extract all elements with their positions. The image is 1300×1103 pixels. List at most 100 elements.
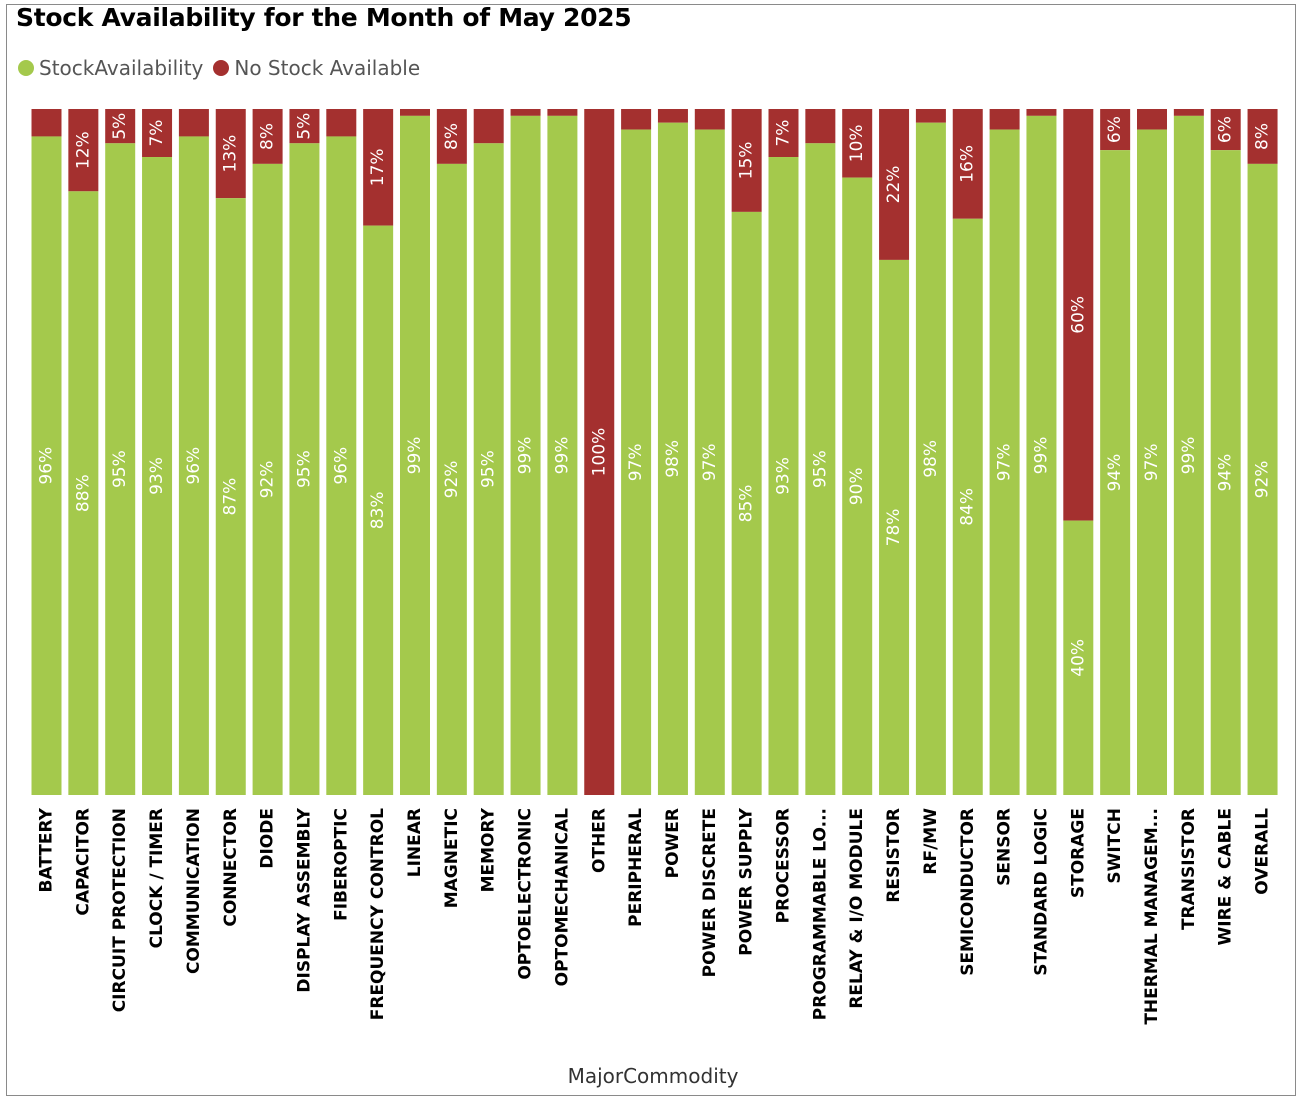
- bar-no-stock-programmable-lo[interactable]: [805, 109, 836, 144]
- bar-no-stock-power-discrete[interactable]: [694, 109, 725, 130]
- bar-stock-available-capacitor[interactable]: [68, 191, 99, 795]
- bar-stock-available-storage[interactable]: [1063, 520, 1094, 795]
- bar-stock-available-rf-mw[interactable]: [915, 122, 946, 796]
- bar-stock-available-thermal-managem[interactable]: [1137, 129, 1167, 795]
- bar-stock-available-linear[interactable]: [400, 115, 430, 796]
- bar-no-stock-processor[interactable]: [768, 109, 799, 158]
- x-axis-tick-labels: BATTERY CAPACITOR CIRCUIT PROTECTION CLOCK …: [37, 807, 1273, 1024]
- bar-stock-available-semiconductor[interactable]: [952, 218, 983, 795]
- bar-stock-available-power[interactable]: [657, 122, 688, 796]
- data-label-no-stock-wire-cable: 6%: [1216, 116, 1236, 143]
- bar-stock-available-resistor[interactable]: [879, 259, 910, 795]
- bar-no-stock-memory[interactable]: [473, 109, 504, 144]
- bar-no-stock-sensor[interactable]: [989, 109, 1020, 130]
- data-label-no-stock-clock-timer: 7%: [147, 120, 167, 147]
- bar-stock-available-memory[interactable]: [473, 143, 504, 796]
- x-tick-label-power: POWER: [663, 808, 683, 878]
- bar-stock-available-clock-timer[interactable]: [142, 157, 173, 795]
- x-tick-label-resistor: RESISTOR: [884, 808, 904, 903]
- bar-no-stock-overall[interactable]: [1247, 109, 1278, 164]
- x-tick-label-magnetic: MAGNETIC: [442, 808, 462, 908]
- bar-stock-available-standard-logic[interactable]: [1026, 115, 1057, 796]
- x-tick-label-thermal-managem: THERMAL MANAGEM...: [1142, 808, 1162, 1025]
- bar-no-stock-other[interactable]: [584, 109, 615, 795]
- bar-stock-available-relay-i-o-module[interactable]: [842, 177, 873, 796]
- data-label-stock-available-battery: 96%: [37, 447, 57, 485]
- x-tick-label-optoelectronic: OPTOELECTRONIC: [516, 808, 536, 980]
- bar-no-stock-optomechanical[interactable]: [547, 109, 578, 116]
- data-label-stock-available-diode: 92%: [258, 461, 278, 499]
- data-label-stock-available-communication: 96%: [184, 447, 204, 485]
- data-label-stock-available-power-supply: 85%: [737, 485, 757, 523]
- x-tick-label-wire-cable: WIRE & CABLE: [1216, 808, 1236, 945]
- bar-stock-available-power-discrete[interactable]: [694, 129, 725, 795]
- bar-no-stock-magnetic[interactable]: [436, 109, 467, 164]
- bar-stock-available-fiberoptic[interactable]: [326, 136, 357, 795]
- bar-stock-available-connector[interactable]: [215, 198, 246, 795]
- x-tick-label-storage: STORAGE: [1068, 808, 1088, 898]
- x-tick-label-other: OTHER: [589, 808, 609, 873]
- chart-legend: StockAvailability No Stock Available: [18, 56, 430, 80]
- bar-stock-available-display-assembly[interactable]: [289, 143, 320, 796]
- legend-item-no-stock[interactable]: No Stock Available: [213, 56, 420, 80]
- bar-no-stock-battery[interactable]: [31, 109, 62, 137]
- bar-stock-available-power-supply[interactable]: [731, 211, 762, 795]
- bar-no-stock-power[interactable]: [657, 109, 688, 123]
- bar-no-stock-connector[interactable]: [215, 109, 246, 199]
- data-label-stock-available-linear: 99%: [405, 437, 425, 475]
- legend-item-stock-availability[interactable]: StockAvailability: [18, 56, 203, 80]
- bar-no-stock-switch[interactable]: [1100, 109, 1131, 151]
- bar-stock-available-optoelectronic[interactable]: [510, 115, 541, 796]
- bar-no-stock-circuit-protection[interactable]: [105, 109, 136, 144]
- data-label-stock-available-circuit-protection: 95%: [110, 450, 130, 488]
- bar-no-stock-diode[interactable]: [252, 109, 283, 164]
- bar-stock-available-processor[interactable]: [768, 157, 799, 795]
- bar-no-stock-display-assembly[interactable]: [289, 109, 320, 144]
- x-tick-label-linear: LINEAR: [405, 808, 425, 877]
- bar-no-stock-peripheral[interactable]: [621, 109, 652, 130]
- x-axis-title: MajorCommodity: [568, 1064, 739, 1088]
- bar-no-stock-rf-mw[interactable]: [915, 109, 946, 123]
- bar-stock-available-switch[interactable]: [1100, 150, 1131, 795]
- x-tick-label-semiconductor: SEMICONDUCTOR: [958, 808, 978, 976]
- bar-no-stock-resistor[interactable]: [879, 109, 910, 260]
- bar-no-stock-communication[interactable]: [178, 109, 209, 137]
- bar-stock-available-circuit-protection[interactable]: [105, 143, 136, 796]
- x-tick-label-display-assembly: DISPLAY ASSEMBLY: [294, 807, 314, 992]
- bar-no-stock-storage[interactable]: [1063, 109, 1094, 521]
- bar-no-stock-clock-timer[interactable]: [142, 109, 173, 158]
- bar-no-stock-linear[interactable]: [400, 109, 430, 116]
- bar-no-stock-relay-i-o-module[interactable]: [842, 109, 873, 178]
- data-label-no-stock-relay-i-o-module: 10%: [847, 124, 867, 162]
- data-label-no-stock-diode: 8%: [258, 123, 278, 150]
- bar-stock-available-diode[interactable]: [252, 163, 283, 795]
- bar-no-stock-transistor[interactable]: [1173, 109, 1204, 116]
- data-label-no-stock-resistor: 22%: [884, 166, 904, 204]
- bar-stock-available-transistor[interactable]: [1173, 115, 1204, 796]
- bar-no-stock-wire-cable[interactable]: [1210, 109, 1241, 151]
- bar-stock-available-frequency-control[interactable]: [363, 225, 394, 795]
- bar-stock-available-sensor[interactable]: [989, 129, 1020, 795]
- bar-no-stock-thermal-managem[interactable]: [1137, 109, 1167, 130]
- bar-stock-available-wire-cable[interactable]: [1210, 150, 1241, 795]
- bar-no-stock-fiberoptic[interactable]: [326, 109, 357, 137]
- data-label-stock-available-frequency-control: 83%: [368, 491, 388, 529]
- x-tick-label-relay-i-o-module: RELAY & I/O MODULE: [847, 808, 867, 1009]
- data-label-stock-available-overall: 92%: [1253, 461, 1273, 499]
- bar-stock-available-programmable-lo[interactable]: [805, 143, 836, 796]
- bar-no-stock-capacitor[interactable]: [68, 109, 99, 192]
- bar-stock-available-optomechanical[interactable]: [547, 115, 578, 796]
- bar-stock-available-battery[interactable]: [31, 136, 62, 795]
- data-label-stock-available-standard-logic: 99%: [1031, 437, 1051, 475]
- bar-stock-available-peripheral[interactable]: [621, 129, 652, 795]
- bar-stock-available-communication[interactable]: [178, 136, 209, 795]
- bar-stock-available-magnetic[interactable]: [436, 163, 467, 795]
- bar-no-stock-frequency-control[interactable]: [363, 109, 394, 226]
- data-label-stock-available-rf-mw: 98%: [921, 440, 941, 478]
- bar-stock-available-overall[interactable]: [1247, 163, 1278, 795]
- bar-no-stock-semiconductor[interactable]: [952, 109, 983, 219]
- bar-no-stock-power-supply[interactable]: [731, 109, 762, 212]
- x-tick-label-memory: MEMORY: [479, 807, 499, 892]
- bar-no-stock-optoelectronic[interactable]: [510, 109, 541, 116]
- bar-no-stock-standard-logic[interactable]: [1026, 109, 1057, 116]
